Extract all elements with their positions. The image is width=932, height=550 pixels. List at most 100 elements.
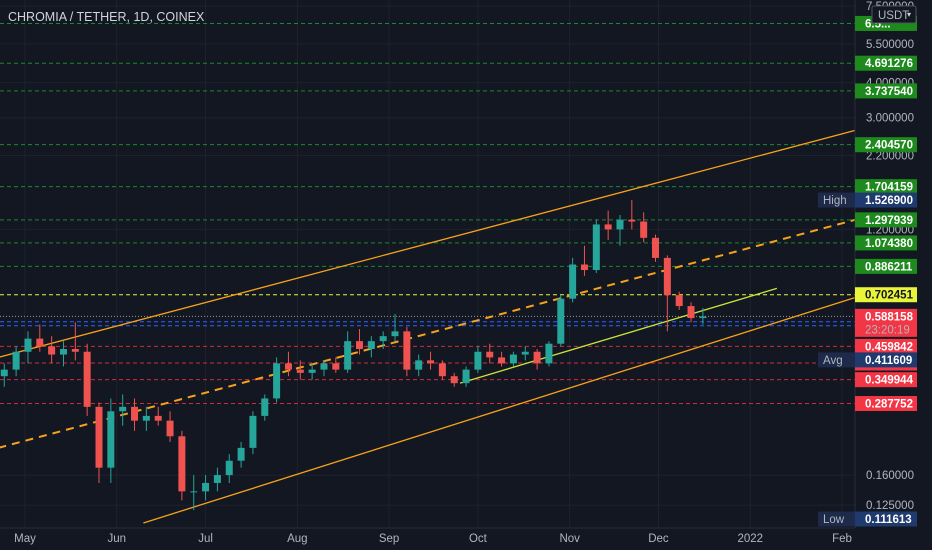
currency-label: USDT bbox=[878, 10, 909, 22]
level-label-green-background bbox=[855, 137, 917, 153]
candle-body bbox=[107, 411, 115, 468]
price-labels: 6.5...4.6912763.7375402.4045701.7041591.… bbox=[818, 15, 917, 527]
candle-body bbox=[557, 298, 565, 344]
candle-body bbox=[0, 369, 8, 377]
marker-price-avg-background bbox=[855, 352, 917, 368]
level-label-green: 1.297939 bbox=[865, 215, 913, 227]
candle-body bbox=[308, 369, 316, 373]
time-tick-label: 2022 bbox=[737, 533, 763, 545]
candle-body bbox=[403, 331, 411, 370]
time-tick-label: Sep bbox=[379, 533, 399, 545]
channel-middle-line[interactable] bbox=[0, 216, 863, 449]
candle-body bbox=[355, 341, 363, 350]
candle-body bbox=[261, 398, 269, 416]
horizontal-levels[interactable] bbox=[0, 22, 855, 405]
marker-price-low: 0.111613 bbox=[865, 514, 912, 526]
candle-body bbox=[59, 349, 67, 355]
level-label-green: 1.074380 bbox=[865, 238, 913, 250]
time-tick-label: Feb bbox=[832, 533, 852, 545]
candle-body bbox=[427, 360, 435, 364]
candle-body bbox=[332, 363, 340, 370]
channel-drawings[interactable] bbox=[0, 127, 863, 524]
candle-body bbox=[131, 406, 139, 421]
chevron-down-icon: ▾ bbox=[907, 10, 911, 19]
price-tick-label: 1.200000 bbox=[866, 224, 914, 236]
channel-lower-line[interactable] bbox=[143, 294, 863, 524]
marker-tag-background bbox=[818, 511, 855, 527]
channel-upper-line[interactable] bbox=[0, 127, 863, 358]
candle-body bbox=[237, 447, 245, 461]
candle-body bbox=[652, 237, 660, 258]
level-label-green: 0.886211 bbox=[865, 261, 913, 273]
candle-body bbox=[296, 369, 304, 373]
last-price-countdown: 23:20:19 bbox=[865, 324, 910, 336]
time-tick-label: Oct bbox=[469, 533, 488, 545]
level-label-green-background bbox=[855, 212, 917, 228]
time-tick-label: Aug bbox=[287, 533, 307, 545]
time-tick-label: Nov bbox=[559, 533, 580, 545]
time-axis[interactable]: May Jun Jul Aug Sep Oct Nov Dec 2022 Feb bbox=[0, 527, 932, 550]
marker-name-high: High bbox=[823, 195, 847, 207]
price-tick-label: 5.500000 bbox=[866, 39, 914, 51]
marker-tag-background bbox=[818, 352, 855, 368]
candle-body bbox=[154, 415, 162, 421]
level-label-green: 4.691276 bbox=[865, 58, 913, 70]
candle-body bbox=[367, 341, 375, 350]
candle-body bbox=[119, 406, 127, 412]
candle-body bbox=[166, 420, 174, 437]
level-label-red-background bbox=[855, 338, 917, 354]
candle-body bbox=[48, 346, 56, 355]
candle-body bbox=[592, 224, 600, 271]
currency-selector[interactable]: USDT ▾ bbox=[871, 5, 917, 24]
level-label-green-background bbox=[855, 235, 917, 251]
candle-body bbox=[438, 363, 446, 377]
candle-body bbox=[533, 351, 541, 364]
price-tick-label: 0.160000 bbox=[866, 470, 914, 482]
candle-body bbox=[675, 295, 683, 307]
candle-body bbox=[450, 376, 458, 384]
candle-body bbox=[213, 475, 221, 483]
last-price-label: 0.588158 bbox=[865, 311, 914, 323]
time-tick-label: Jun bbox=[107, 533, 126, 545]
candle-body bbox=[521, 351, 529, 355]
candle-body bbox=[391, 331, 399, 337]
candle-body bbox=[462, 369, 470, 384]
marker-price-high-background bbox=[855, 192, 917, 208]
level-label-red-background bbox=[855, 372, 917, 388]
level-label-red: 0.287752 bbox=[865, 399, 913, 411]
time-tick-label: May bbox=[14, 533, 36, 545]
level-label-green-background bbox=[855, 55, 917, 71]
level-label-red: 0.459842 bbox=[865, 341, 913, 353]
price-tick-label: 3.000000 bbox=[866, 113, 914, 125]
candle-body bbox=[320, 363, 328, 370]
marker-tag-background bbox=[818, 192, 855, 208]
candle-body bbox=[12, 351, 20, 370]
support-trend-line[interactable] bbox=[459, 287, 778, 384]
candle-body bbox=[344, 341, 352, 370]
candle-body bbox=[83, 351, 91, 407]
candle-body bbox=[142, 415, 150, 421]
candle-body bbox=[604, 224, 612, 230]
price-axis[interactable]: 7.5000005.5000004.0000003.0000002.200000… bbox=[854, 0, 932, 550]
candle-body bbox=[36, 338, 44, 347]
marker-price-high: 1.526900 bbox=[865, 195, 913, 207]
candle-body bbox=[379, 336, 387, 342]
level-label-green: 1.704159 bbox=[865, 182, 913, 194]
candle-body bbox=[202, 482, 210, 492]
level-label-red-background bbox=[855, 396, 917, 412]
candle-body bbox=[71, 349, 79, 352]
candle-body bbox=[687, 306, 695, 319]
time-axis-background bbox=[0, 528, 932, 550]
candle-body bbox=[284, 363, 292, 370]
level-label-green: 3.737540 bbox=[865, 86, 913, 98]
level-label-yellow: 0.702451 bbox=[865, 290, 914, 302]
candle-body bbox=[580, 264, 588, 271]
candle-body bbox=[486, 351, 494, 358]
candle-body bbox=[616, 219, 624, 230]
candle-body bbox=[273, 363, 281, 399]
candle-body bbox=[663, 257, 671, 296]
level-label-red: 0.349944 bbox=[865, 375, 914, 387]
candle-body bbox=[498, 357, 506, 364]
